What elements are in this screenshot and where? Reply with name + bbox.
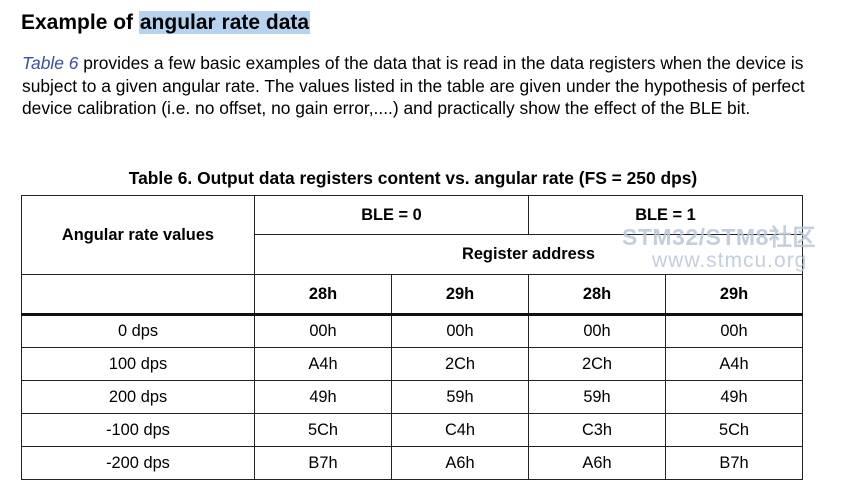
value-cell: A6h bbox=[391, 446, 529, 480]
rate-cell: 0 dps bbox=[21, 314, 255, 348]
value-cell: A4h bbox=[665, 347, 803, 381]
section-title-highlight: angular rate data bbox=[138, 11, 311, 34]
value-cell: 00h bbox=[391, 314, 529, 348]
value-cell: 49h bbox=[665, 380, 803, 414]
paragraph-text: provides a few basic examples of the dat… bbox=[22, 53, 805, 119]
table-row: -100 dps 5Ch C4h C3h 5Ch bbox=[21, 413, 803, 447]
value-cell: B7h bbox=[254, 446, 392, 480]
value-cell: 00h bbox=[528, 314, 666, 348]
value-cell: C3h bbox=[528, 413, 666, 447]
header-addr-29h: 29h bbox=[391, 274, 529, 316]
header-angular-rate: Angular rate values bbox=[21, 195, 255, 275]
table-row: 200 dps 49h 59h 59h 49h bbox=[21, 380, 803, 414]
value-cell: 59h bbox=[391, 380, 529, 414]
table-row: 0 dps 00h 00h 00h 00h bbox=[21, 314, 803, 348]
table-row: -200 dps B7h A6h A6h B7h bbox=[21, 446, 803, 480]
value-cell: 49h bbox=[254, 380, 392, 414]
value-cell: 00h bbox=[665, 314, 803, 348]
header-blank bbox=[21, 274, 255, 316]
header-addr-28h: 28h bbox=[254, 274, 392, 316]
value-cell: A4h bbox=[254, 347, 392, 381]
table-caption: Table 6. Output data registers content v… bbox=[128, 168, 698, 188]
header-addr-28h: 28h bbox=[528, 274, 666, 316]
value-cell: A6h bbox=[528, 446, 666, 480]
rate-cell: -200 dps bbox=[21, 446, 255, 480]
value-cell: B7h bbox=[665, 446, 803, 480]
rate-cell: 100 dps bbox=[21, 347, 255, 381]
header-ble1: BLE = 1 bbox=[528, 195, 803, 235]
value-cell: 2Ch bbox=[391, 347, 529, 381]
description-paragraph: Table 6 provides a few basic examples of… bbox=[22, 52, 822, 120]
value-cell: 5Ch bbox=[665, 413, 803, 447]
header-register-address: Register address bbox=[254, 234, 803, 275]
section-heading: Example of angular rate data bbox=[21, 9, 311, 37]
value-cell: 00h bbox=[254, 314, 392, 348]
value-cell: 59h bbox=[528, 380, 666, 414]
value-cell: 5Ch bbox=[254, 413, 392, 447]
header-addr-29h: 29h bbox=[665, 274, 803, 316]
rate-cell: -100 dps bbox=[21, 413, 255, 447]
register-table: Angular rate values BLE = 0 BLE = 1 Regi… bbox=[21, 195, 803, 480]
table-reference-link[interactable]: Table 6 bbox=[22, 53, 79, 73]
rate-cell: 200 dps bbox=[21, 380, 255, 414]
value-cell: 2Ch bbox=[528, 347, 666, 381]
value-cell: C4h bbox=[391, 413, 529, 447]
section-title-prefix: Example of bbox=[21, 11, 139, 34]
table-row: 100 dps A4h 2Ch 2Ch A4h bbox=[21, 347, 803, 381]
header-ble0: BLE = 0 bbox=[254, 195, 529, 235]
